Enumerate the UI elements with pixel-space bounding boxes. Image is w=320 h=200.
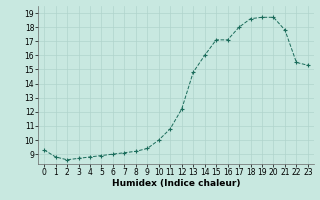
X-axis label: Humidex (Indice chaleur): Humidex (Indice chaleur) [112,179,240,188]
